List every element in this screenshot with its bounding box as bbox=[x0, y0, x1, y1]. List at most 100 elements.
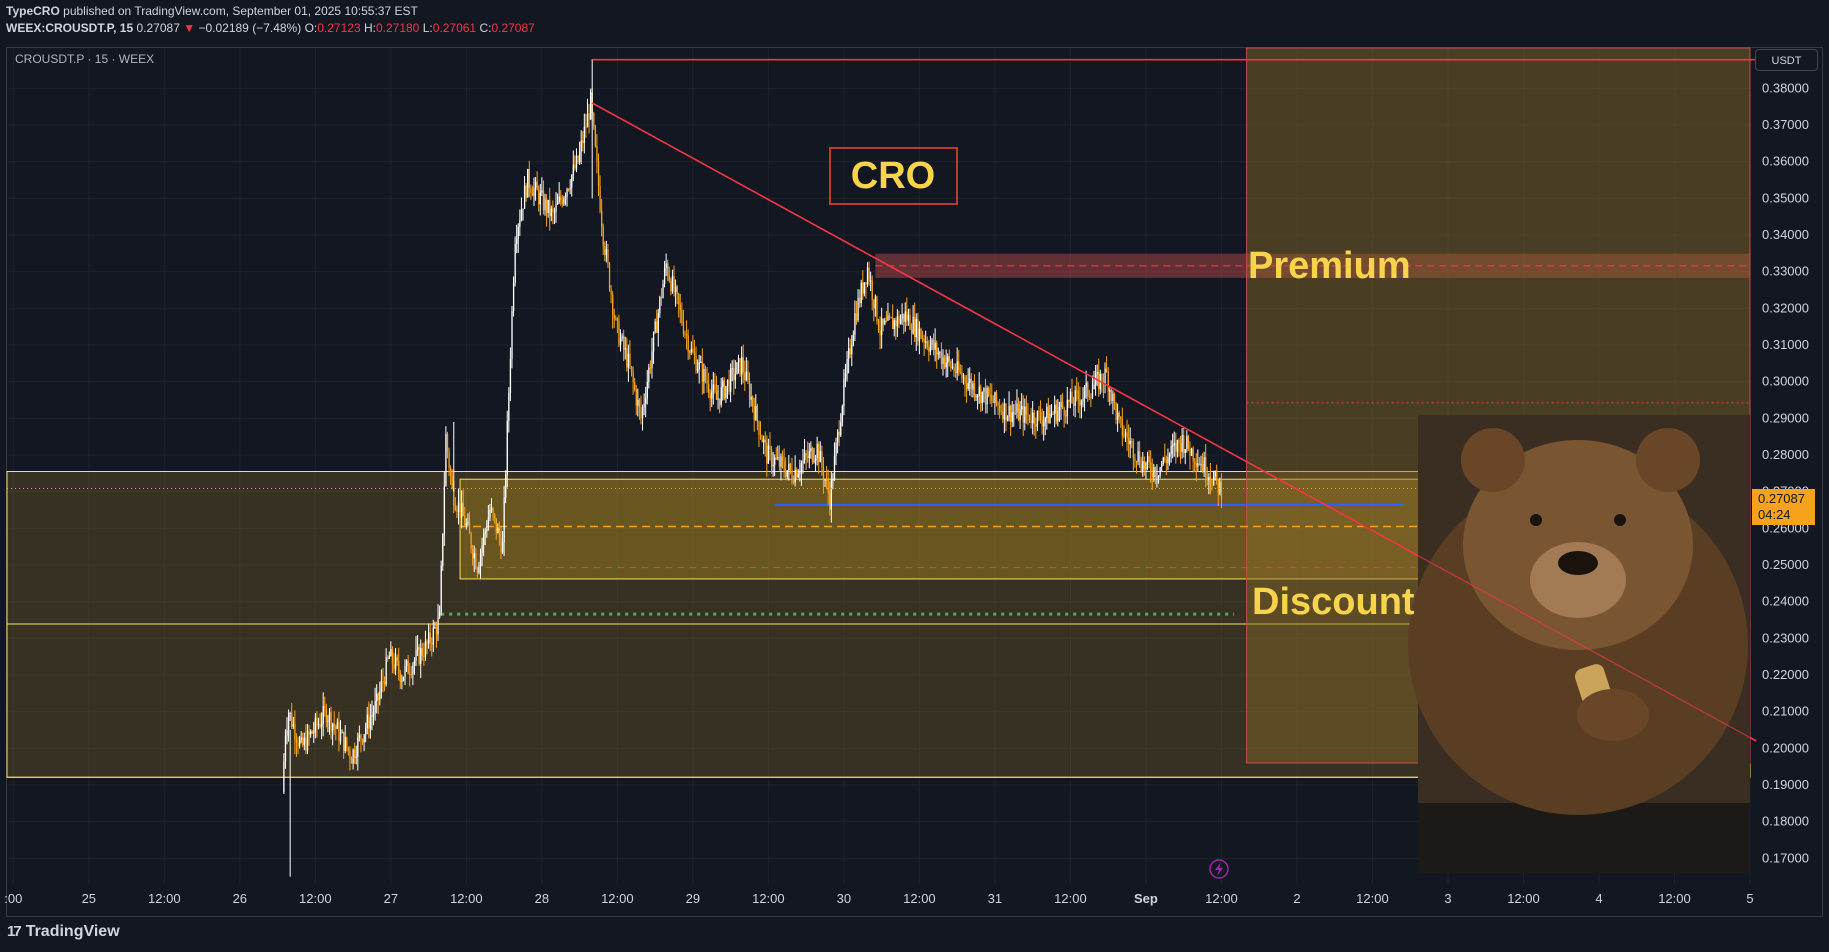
candle-body bbox=[1209, 477, 1212, 482]
candle-body bbox=[1068, 399, 1070, 403]
candle-body bbox=[988, 387, 990, 396]
candle-body bbox=[487, 517, 490, 530]
candle-body bbox=[484, 531, 486, 534]
candle-body bbox=[918, 328, 921, 342]
candle-body bbox=[580, 140, 582, 152]
tradingview-logo[interactable]: 17 TradingView bbox=[7, 923, 120, 941]
candle-body bbox=[1186, 436, 1188, 450]
candle-body bbox=[643, 403, 645, 408]
candle-body bbox=[473, 553, 475, 559]
candle-body bbox=[899, 318, 902, 324]
candle-body bbox=[435, 627, 438, 635]
annotations: CRO Premium Discount bbox=[829, 147, 1415, 879]
candle-body bbox=[671, 276, 674, 292]
candle-body bbox=[747, 371, 749, 381]
candle-body bbox=[601, 210, 603, 227]
candle-body bbox=[1118, 412, 1120, 417]
candle-body bbox=[1096, 371, 1098, 375]
candle-body bbox=[571, 175, 573, 188]
candle-body bbox=[1205, 457, 1207, 478]
x-tick-label: 29 bbox=[686, 891, 700, 906]
candle-body bbox=[289, 712, 291, 714]
candle-body bbox=[824, 480, 826, 482]
candle-body bbox=[881, 318, 883, 336]
candle-body bbox=[295, 739, 298, 743]
candle-body bbox=[416, 646, 419, 650]
candle-body bbox=[846, 359, 848, 374]
candle-body bbox=[1201, 463, 1204, 472]
x-tick-label: 12:00 bbox=[148, 891, 181, 906]
candle-body bbox=[711, 391, 713, 399]
currency-button[interactable]: USDT bbox=[1755, 49, 1818, 71]
candle-body bbox=[723, 380, 726, 398]
candle-body bbox=[1168, 454, 1171, 457]
candle-body bbox=[555, 204, 557, 212]
last-price-value: 0.27087 bbox=[1758, 491, 1805, 506]
candle-body bbox=[766, 442, 768, 464]
candle-body bbox=[588, 113, 590, 120]
candle-body bbox=[464, 515, 466, 526]
candle-body bbox=[566, 189, 568, 197]
candle-body bbox=[657, 313, 659, 333]
lightning-icon bbox=[1215, 862, 1223, 876]
candle-body bbox=[1115, 403, 1117, 420]
candle-body bbox=[442, 533, 444, 566]
candle-body bbox=[709, 393, 711, 399]
premium-label: Premium bbox=[1248, 245, 1411, 287]
candle-body bbox=[305, 737, 307, 751]
candle-body bbox=[665, 263, 667, 269]
candle-body bbox=[347, 747, 350, 751]
candle-body bbox=[1085, 382, 1087, 388]
legend-symbol[interactable]: CROUSDT.P · 15 · WEEX bbox=[15, 52, 155, 66]
candle-body bbox=[909, 315, 911, 330]
candle-body bbox=[951, 366, 954, 368]
candle-body bbox=[501, 542, 504, 553]
publisher-name[interactable]: TypeCRO bbox=[6, 4, 60, 18]
candle-body bbox=[999, 405, 1001, 412]
candle-body bbox=[283, 761, 285, 793]
candle-body bbox=[903, 313, 905, 322]
candle-body bbox=[610, 289, 612, 295]
candle-body bbox=[863, 282, 866, 294]
candle-body bbox=[483, 533, 485, 546]
candle-body bbox=[764, 439, 766, 443]
candle-body bbox=[1006, 416, 1009, 421]
candle-body bbox=[1055, 404, 1057, 422]
candle-body bbox=[361, 739, 364, 743]
candle-body bbox=[745, 371, 748, 381]
candle-body bbox=[844, 373, 847, 379]
candle-body bbox=[317, 724, 320, 726]
candle-body bbox=[481, 545, 483, 554]
candle-body bbox=[835, 442, 837, 456]
candle-body bbox=[693, 352, 696, 356]
candle-body bbox=[717, 398, 719, 400]
candle-body bbox=[306, 730, 309, 751]
candle-body bbox=[696, 369, 699, 372]
candle-body bbox=[313, 731, 315, 734]
candle-body bbox=[1131, 440, 1133, 442]
candle-body bbox=[360, 734, 362, 740]
candle-body bbox=[796, 469, 798, 478]
bear-paw bbox=[1577, 689, 1649, 741]
candle-body bbox=[1195, 463, 1197, 467]
candle-body bbox=[298, 739, 301, 747]
levels bbox=[441, 265, 1750, 616]
candle-body bbox=[645, 398, 647, 404]
candle-body bbox=[327, 720, 329, 723]
candle-body bbox=[523, 185, 526, 209]
x-tick-label: 25 bbox=[82, 891, 96, 906]
candle-body bbox=[366, 714, 368, 729]
candle-body bbox=[857, 297, 859, 321]
candle-body bbox=[394, 656, 397, 670]
candle-body bbox=[405, 660, 408, 667]
candle-body bbox=[489, 510, 491, 518]
bear-left-eye bbox=[1530, 514, 1542, 526]
candle-body bbox=[545, 198, 548, 214]
candle-body bbox=[1093, 384, 1095, 390]
candle-body bbox=[1052, 413, 1054, 415]
candle-body bbox=[964, 376, 966, 384]
x-tick-label: 12:00 bbox=[299, 891, 332, 906]
candle-body bbox=[379, 691, 381, 700]
candle-body bbox=[1120, 416, 1122, 419]
